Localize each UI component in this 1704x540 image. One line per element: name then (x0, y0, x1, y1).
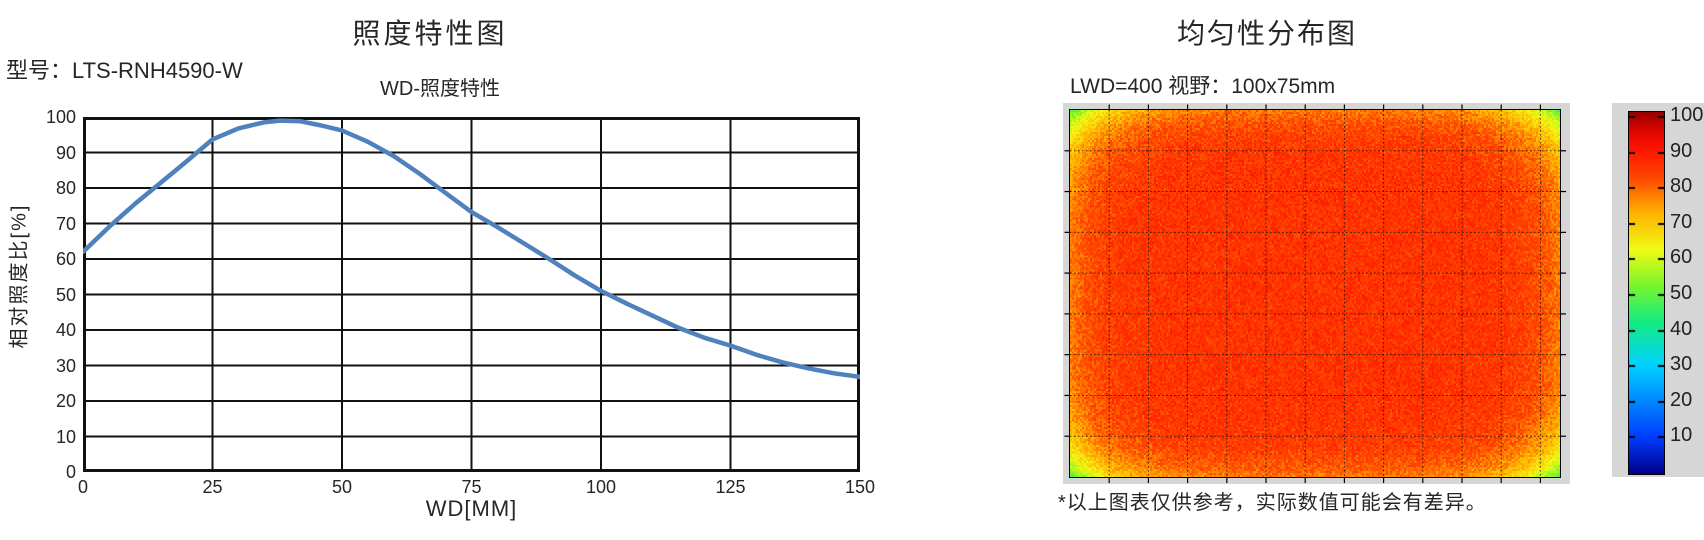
y-tick-label: 90 (55, 142, 76, 163)
y-tick-label: 100 (45, 107, 76, 127)
y-tick-label: 0 (65, 462, 76, 482)
line-chart-y-ticks: 0 10 20 30 40 50 60 70 80 90 100 (28, 107, 76, 482)
colorbar-tick-label: 20 (1670, 388, 1693, 411)
colorbar-tick-label: 10 (1670, 424, 1693, 447)
colorbar-tick-labels: 100 90 80 70 60 50 40 30 20 10 (1612, 103, 1704, 477)
colorbar-tick-label: 50 (1670, 282, 1693, 304)
colorbar-tick-label: 60 (1670, 246, 1693, 269)
y-tick-label: 80 (55, 178, 76, 198)
illuminance-curve (83, 118, 860, 380)
heatmap-condition-label: LWD=400 视野：100x75mm (1070, 75, 1336, 98)
left-x-axis-label: WD[MM] (425, 496, 518, 521)
y-tick-label: 50 (55, 284, 76, 305)
colorbar-tick-label: 30 (1670, 353, 1693, 376)
line-chart-svg (83, 117, 860, 472)
left-chart-subtitle: WD-照度特性 (380, 78, 500, 100)
colorbar-strip (1628, 111, 1665, 475)
x-tick-label: 125 (715, 477, 746, 497)
right-chart-title: 均匀性分布图 (1176, 18, 1357, 49)
y-tick-label: 70 (55, 213, 76, 234)
plot-border (83, 117, 860, 472)
heatmap-border (1069, 109, 1561, 478)
left-chart-title: 照度特性图 (352, 18, 508, 49)
y-tick-label: 20 (55, 391, 76, 411)
x-tick-label: 50 (331, 477, 353, 497)
model-label: 型号：LTS-RNH4590-W (6, 58, 243, 83)
y-tick-label: 10 (55, 426, 76, 447)
heatmap-grid-overlay (1064, 104, 1566, 483)
x-tick-label: 150 (844, 477, 876, 497)
y-tick-label: 30 (55, 355, 76, 376)
x-tick-label: 25 (202, 477, 223, 497)
colorbar: 100 90 80 70 60 50 40 30 20 10 (1612, 103, 1704, 477)
uniformity-heatmap-canvas (1070, 110, 1560, 477)
x-tick-label: 100 (585, 477, 617, 497)
colorbar-tick-label: 90 (1670, 139, 1693, 162)
colorbar-tick-label: 70 (1670, 210, 1693, 233)
wd-illuminance-line-chart (83, 117, 860, 472)
x-tick-label: 0 (77, 477, 88, 497)
footnote: *以上图表仅供参考，实际数值可能会有差异。 (1058, 492, 1487, 514)
x-tick-label: 75 (461, 477, 482, 497)
colorbar-tick-label: 40 (1670, 317, 1693, 340)
uniformity-heatmap (1063, 103, 1570, 484)
colorbar-tick-label: 100 (1670, 104, 1704, 126)
colorbar-tick-label: 80 (1670, 175, 1693, 198)
y-tick-label: 40 (55, 320, 76, 340)
line-chart-x-ticks: 0 25 50 75 100 125 150 (78, 477, 875, 499)
y-tick-label: 60 (55, 249, 76, 269)
